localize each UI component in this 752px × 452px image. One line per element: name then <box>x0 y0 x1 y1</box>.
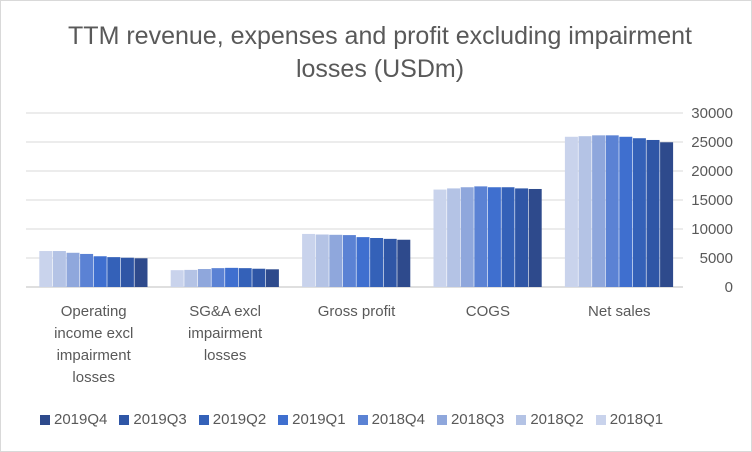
legend-swatch <box>119 414 130 425</box>
y-tick-label: 25000 <box>691 134 733 151</box>
bar-2019Q3 <box>120 257 134 287</box>
legend-label: 2018Q2 <box>530 411 584 428</box>
legend-swatch <box>198 414 209 425</box>
legend-item: 2019Q1 <box>278 411 346 428</box>
legend-item: 2019Q2 <box>198 411 267 428</box>
bar-2019Q4 <box>660 142 674 287</box>
category-label: Net sales <box>588 303 651 320</box>
chart-title: TTM revenue, expenses and profit excludi… <box>68 22 692 83</box>
legend-item: 2019Q3 <box>119 411 187 428</box>
legend-item: 2018Q3 <box>436 411 505 428</box>
bar-2018Q3 <box>592 135 606 287</box>
bar-2019Q4 <box>397 239 411 287</box>
legend-swatch <box>516 414 527 425</box>
legend-label: 2019Q4 <box>54 411 108 428</box>
bar-2019Q1 <box>487 187 501 287</box>
bar-2018Q2 <box>52 251 66 287</box>
bar-2018Q1 <box>170 270 184 287</box>
bar-2019Q3 <box>252 268 266 287</box>
chart-legend: 2019Q4 2019Q3 2019Q2 2019Q1 2018Q4 2018Q3 2018… <box>40 411 740 428</box>
bar-2018Q3 <box>197 269 211 287</box>
y-tick-label: 5000 <box>700 250 733 267</box>
legend-label: 2018Q4 <box>371 411 425 428</box>
bar-2019Q1 <box>225 267 239 287</box>
bar-2019Q2 <box>238 268 252 287</box>
y-tick-label: 30000 <box>691 105 733 122</box>
bar-2019Q3 <box>646 139 660 287</box>
bar-2018Q1 <box>39 251 53 287</box>
bar-2018Q2 <box>184 269 198 287</box>
y-tick-label: 15000 <box>691 192 733 209</box>
y-tick-label: 0 <box>725 279 733 296</box>
legend-label: 2019Q1 <box>292 411 346 428</box>
bar-2018Q1 <box>433 189 447 287</box>
bar-2019Q4 <box>134 258 148 287</box>
legend-swatch <box>40 414 50 425</box>
category-label: SG&A excl impairment losses <box>188 303 263 364</box>
bar-2018Q4 <box>605 135 619 287</box>
legend-item: 2018Q1 <box>595 411 664 428</box>
bar-2019Q2 <box>107 257 121 287</box>
legend-swatch <box>357 414 368 425</box>
legend-swatch <box>436 414 447 425</box>
bar-2019Q3 <box>515 188 529 287</box>
bar-2019Q1 <box>93 256 107 287</box>
legend-label: 2019Q2 <box>212 411 267 428</box>
bar-2018Q4 <box>80 253 94 287</box>
legend-label: 2018Q1 <box>609 411 664 428</box>
legend-swatch <box>595 414 606 425</box>
bar-2019Q2 <box>501 187 515 287</box>
bar-2018Q2 <box>578 136 592 287</box>
bar-2018Q1 <box>302 233 316 287</box>
bar-2019Q1 <box>356 237 370 287</box>
bar-2018Q4 <box>474 186 488 287</box>
bar-2019Q4 <box>528 188 542 287</box>
category-label: COGS <box>466 303 510 320</box>
bar-2018Q1 <box>564 136 578 287</box>
category-label: Operating income excl impairment losses <box>54 303 133 386</box>
bar-2018Q3 <box>329 234 343 287</box>
bar-2019Q4 <box>265 269 279 287</box>
category-label: Gross profit <box>318 303 396 320</box>
bar-2018Q4 <box>342 235 356 287</box>
y-tick-label: 10000 <box>691 221 733 238</box>
bar-2019Q2 <box>370 237 384 287</box>
bar-2018Q3 <box>66 252 80 287</box>
legend-label: 2018Q3 <box>450 411 505 428</box>
bar-2018Q3 <box>460 187 474 287</box>
legend-item: 2018Q2 <box>516 411 584 428</box>
legend-item: 2019Q4 <box>40 411 107 428</box>
legend-swatch <box>278 414 289 425</box>
legend-label: 2019Q3 <box>133 411 187 428</box>
bar-2019Q2 <box>632 138 646 287</box>
bar-2018Q4 <box>211 268 225 287</box>
bar-2019Q3 <box>383 238 397 287</box>
legend-item: 2018Q4 <box>357 411 425 428</box>
bar-2018Q2 <box>447 188 461 287</box>
bar-2019Q1 <box>619 136 633 287</box>
y-tick-label: 20000 <box>691 163 733 180</box>
bar-2018Q2 <box>315 234 329 287</box>
